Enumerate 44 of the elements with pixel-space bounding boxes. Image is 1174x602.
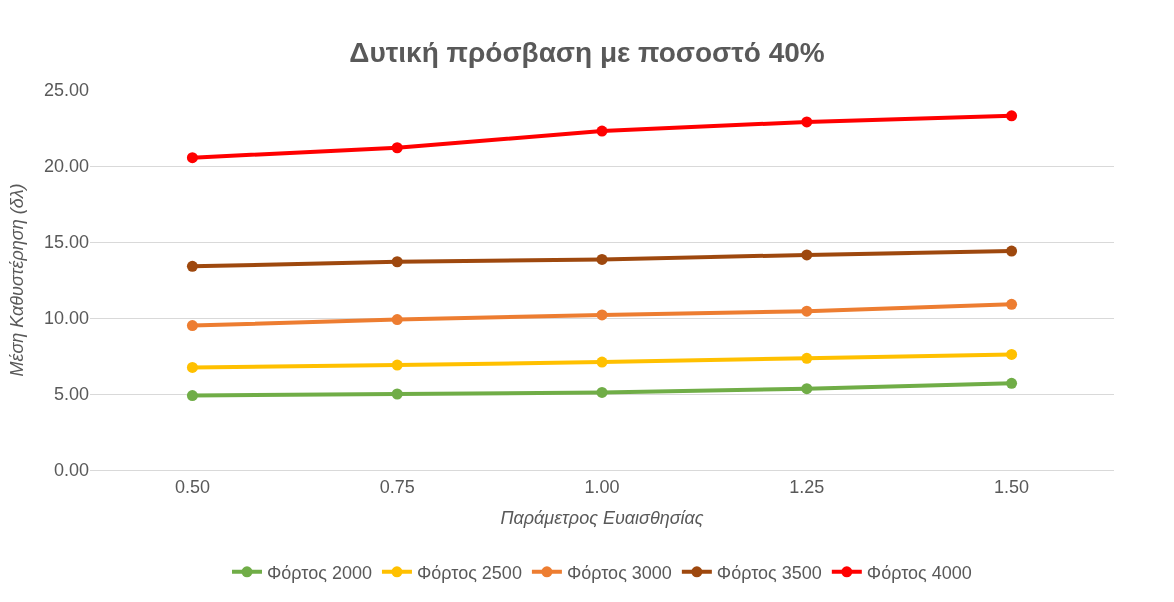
legend-label: Φόρτος 4000 <box>866 562 972 583</box>
point <box>596 125 608 137</box>
x-tick-label: 1.25 <box>789 476 825 497</box>
point <box>391 314 403 326</box>
legend-label: Φόρτος 2000 <box>267 562 372 583</box>
legend-label: Φόρτος 3500 <box>716 562 822 583</box>
point <box>801 383 813 395</box>
point <box>801 116 813 128</box>
point <box>186 361 198 373</box>
point <box>1006 245 1018 257</box>
point <box>391 142 403 154</box>
point <box>596 309 608 321</box>
point <box>186 390 198 402</box>
chart-title: Δυτική πρόσβαση με ποσοστό 40% <box>349 36 825 68</box>
y-tick-label: 20.00 <box>43 156 89 177</box>
point <box>801 352 813 364</box>
y-tick-label: 25.00 <box>43 80 89 101</box>
point <box>801 305 813 317</box>
y-tick-label: 15.00 <box>43 232 89 253</box>
point <box>1006 110 1018 122</box>
y-tick-label: 5.00 <box>53 384 89 405</box>
point <box>596 356 608 368</box>
point <box>391 256 403 268</box>
point <box>596 253 608 265</box>
point <box>1006 377 1018 389</box>
x-tick-label: 1.50 <box>994 476 1030 497</box>
point <box>1006 298 1018 310</box>
point <box>391 359 403 371</box>
point <box>596 386 608 398</box>
point <box>391 388 403 400</box>
x-axis-title: Παράμετρος Ευαισθησίας <box>500 507 704 528</box>
y-axis-title: Μέση Καθυστέρηση (δλ) <box>7 183 28 377</box>
legend-label: Φόρτος 3000 <box>566 562 672 583</box>
y-tick-label: 0.00 <box>53 460 89 481</box>
x-tick-label: 0.75 <box>379 476 415 497</box>
point <box>186 320 198 332</box>
point <box>801 249 813 261</box>
y-tick-label: 10.00 <box>43 308 89 329</box>
point <box>1006 348 1018 360</box>
legend-label: Φόρτος 2500 <box>416 562 522 583</box>
x-tick-label: 1.00 <box>584 476 620 497</box>
point <box>186 152 198 164</box>
point <box>186 260 198 272</box>
x-tick-label: 0.50 <box>174 476 210 497</box>
